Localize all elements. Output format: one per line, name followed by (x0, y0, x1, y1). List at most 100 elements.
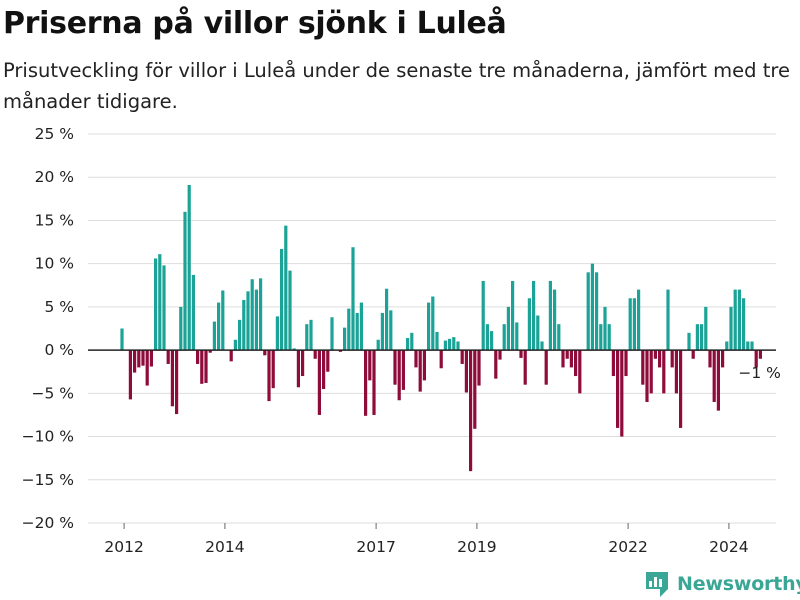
bar (586, 272, 590, 351)
bar (561, 350, 565, 368)
bar (704, 306, 708, 351)
bar (120, 328, 124, 351)
bar (511, 280, 515, 351)
bar (481, 280, 485, 351)
bar (368, 350, 372, 381)
bar (196, 350, 200, 364)
bar (557, 324, 561, 351)
bar (351, 247, 355, 351)
brand-name: Newsworthy (677, 573, 800, 595)
bar (372, 350, 376, 415)
bar (607, 324, 611, 351)
bar (376, 339, 380, 351)
bar (725, 341, 729, 351)
bar (410, 332, 414, 351)
bar (599, 324, 603, 351)
bar (750, 341, 754, 351)
page-subtitle: Prisutveckling för villor i Luleå under … (3, 59, 790, 113)
bar (259, 278, 263, 351)
bar (649, 350, 653, 394)
bar (271, 350, 275, 389)
bar (540, 341, 544, 351)
bar (658, 350, 662, 368)
bar (712, 350, 716, 402)
bar (284, 225, 288, 351)
bar (742, 298, 746, 351)
bar (603, 306, 607, 351)
bar (250, 279, 254, 351)
bar (305, 324, 309, 351)
bar (204, 350, 208, 383)
bar (162, 265, 166, 351)
bar (158, 254, 162, 351)
page-title: Priserna på villor sjönk i Luleå (3, 6, 507, 41)
x-tick-label: 2024 (709, 538, 748, 556)
bar (317, 350, 321, 415)
bar (183, 211, 187, 351)
bar (637, 289, 641, 351)
bar (620, 350, 624, 437)
bar (380, 312, 384, 351)
bar (616, 350, 620, 428)
bar (578, 350, 582, 394)
y-tick-label: 10 % (35, 255, 74, 273)
bar (439, 350, 443, 369)
bar (288, 270, 292, 351)
bar (469, 350, 473, 472)
bar (729, 306, 733, 351)
bar (322, 350, 326, 390)
y-tick-label: −10 % (22, 428, 74, 446)
bar (145, 350, 149, 386)
bar (494, 350, 498, 379)
bar (611, 350, 615, 377)
bar (229, 350, 233, 362)
bar (708, 350, 712, 368)
x-tick-label: 2019 (457, 538, 496, 556)
bar (338, 350, 342, 352)
bar (191, 274, 195, 351)
bar (662, 350, 666, 394)
bar (565, 350, 569, 359)
bar (401, 350, 405, 390)
bar (133, 350, 137, 373)
bar (330, 317, 334, 351)
bar (569, 350, 573, 368)
x-tick-label: 2022 (608, 538, 647, 556)
y-tick-label: 20 % (35, 168, 74, 186)
brand-logo: Newsworthy (644, 568, 800, 600)
bar (187, 185, 191, 351)
bar (170, 350, 174, 407)
bar (414, 350, 418, 368)
bar (536, 315, 540, 351)
bar (460, 350, 464, 364)
bar (490, 331, 494, 351)
bar (154, 258, 158, 351)
bar (733, 289, 737, 351)
bar-chart-logo-icon (644, 570, 670, 598)
bar (721, 350, 725, 368)
bar (309, 319, 313, 351)
bar (477, 350, 481, 386)
bar (389, 310, 393, 351)
bar (448, 338, 452, 351)
y-tick-label: −20 % (22, 514, 74, 532)
bar (141, 350, 145, 366)
bar (422, 350, 426, 381)
bar (326, 350, 330, 372)
bar (553, 289, 557, 351)
bar (679, 350, 683, 428)
x-tick-label: 2012 (104, 538, 143, 556)
bar (208, 350, 212, 353)
bar (393, 350, 397, 385)
bar (179, 306, 183, 351)
bar (149, 350, 153, 367)
bar (670, 350, 674, 368)
bar (275, 316, 279, 351)
bar (628, 298, 632, 351)
y-tick-label: 0 % (44, 341, 74, 359)
bar (674, 350, 678, 394)
bar (485, 324, 489, 351)
bar (217, 302, 221, 351)
x-tick-label: 2017 (356, 538, 395, 556)
